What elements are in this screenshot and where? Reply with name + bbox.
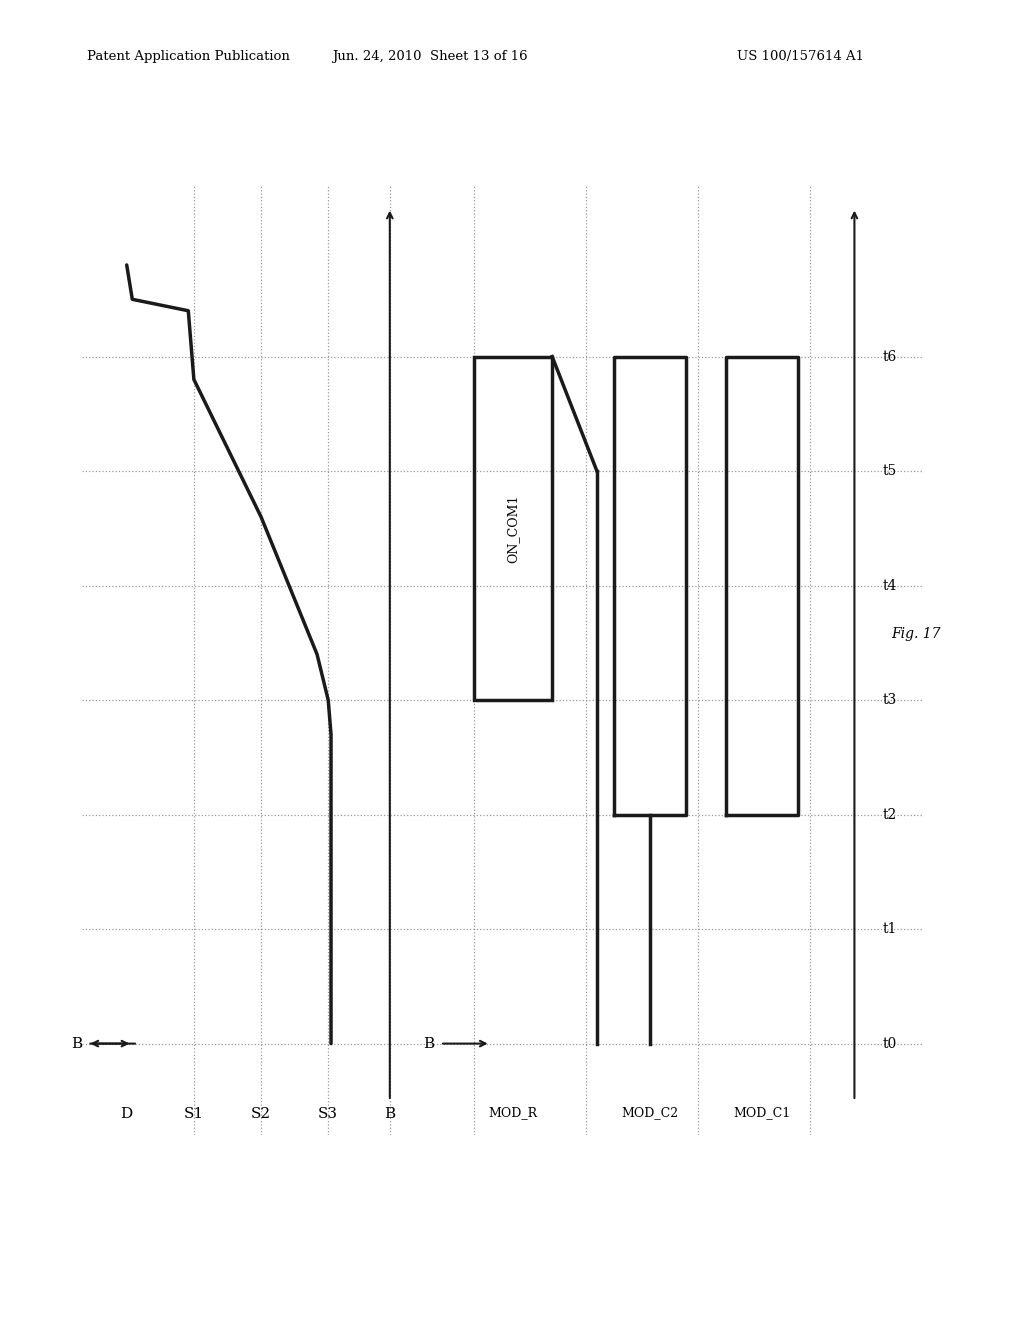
Text: B: B [384, 1106, 395, 1121]
Text: D: D [121, 1106, 133, 1121]
Text: t1: t1 [883, 923, 897, 936]
Text: MOD_R: MOD_R [488, 1106, 538, 1119]
Text: Patent Application Publication: Patent Application Publication [87, 50, 290, 63]
Text: MOD_C1: MOD_C1 [733, 1106, 791, 1119]
Text: S1: S1 [184, 1106, 204, 1121]
Text: Fig. 17: Fig. 17 [891, 627, 940, 640]
Text: t0: t0 [883, 1036, 897, 1051]
Text: t4: t4 [883, 578, 897, 593]
Text: t3: t3 [883, 693, 897, 708]
Bar [474, 356, 552, 700]
Text: MOD_C2: MOD_C2 [622, 1106, 679, 1119]
Text: B: B [71, 1036, 82, 1051]
Text: t2: t2 [883, 808, 897, 821]
Text: ON_COM1: ON_COM1 [507, 494, 519, 562]
Text: US 100/157614 A1: US 100/157614 A1 [737, 50, 864, 63]
Text: S3: S3 [318, 1106, 338, 1121]
Text: t5: t5 [883, 465, 897, 478]
Text: B: B [424, 1036, 434, 1051]
Text: Jun. 24, 2010  Sheet 13 of 16: Jun. 24, 2010 Sheet 13 of 16 [332, 50, 528, 63]
Text: t6: t6 [883, 350, 897, 363]
Text: S2: S2 [251, 1106, 271, 1121]
